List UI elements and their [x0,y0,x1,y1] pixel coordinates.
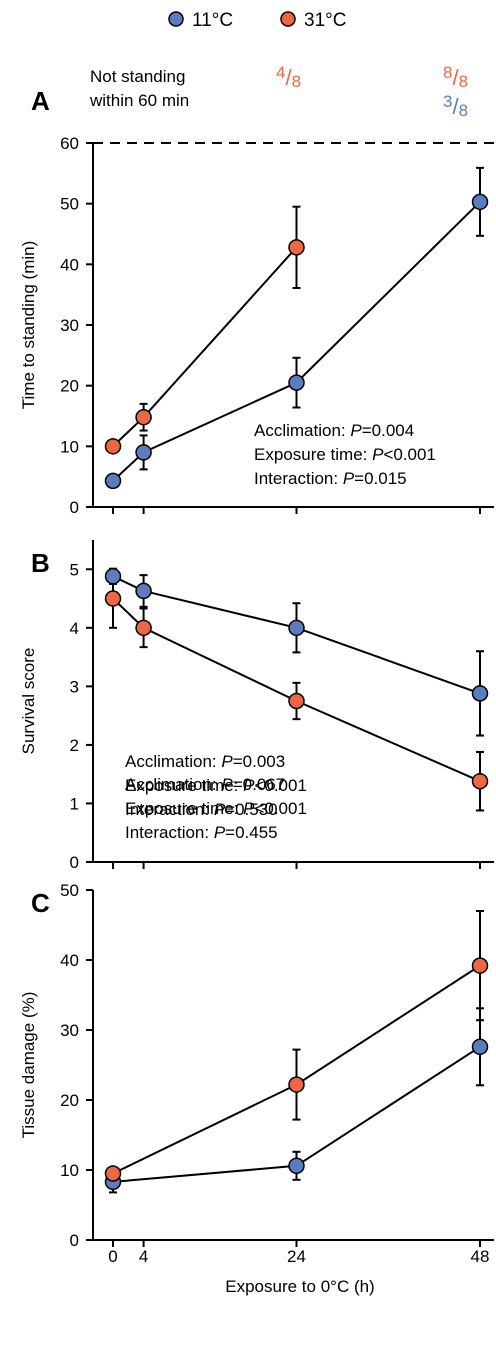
y-tick-label: 60 [60,134,79,153]
not-standing-label-line2: within 60 min [89,91,189,110]
x-tick-label: 4 [139,1247,148,1266]
y-tick-label: 10 [60,437,79,456]
panel-letter-c: C [31,888,50,918]
panel-letter-a: A [31,86,50,116]
not-standing-fraction-2: 3/8 [443,92,468,120]
not-standing-fraction-1: 8/8 [443,63,468,91]
x-tick-label: 0 [108,1247,117,1266]
y-tick-label: 1 [70,794,79,813]
stats-line: Exposure time: P<0.001 [125,799,307,818]
data-point-warm [288,692,305,710]
stats-line: Interaction: P=0.015 [254,469,407,488]
y-tick-label: 40 [60,255,79,274]
data-point-warm [104,1165,122,1182]
data-point-warm [471,957,489,974]
data-point-cold [288,619,305,637]
stats-line: Interaction: P=0.455 [125,823,278,842]
stats-line: Exposure time: P<0.001 [254,445,436,464]
y-axis-label: Time to standing (min) [19,241,38,409]
y-tick-label: 30 [60,316,79,335]
y-tick-label: 20 [60,377,79,396]
x-axis-label: Exposure to 0°C (h) [225,1277,374,1296]
panel-a: A 0 10 20 30 40 50 60 Time to standing (min) Accl… [19,86,494,517]
legend-label-warm: 31°C [304,10,346,31]
data-point-cold [288,1157,305,1175]
data-point-warm [471,772,489,790]
data-point-warm [135,408,152,426]
data-point-cold [288,374,305,391]
y-tick-label: 30 [60,1021,79,1040]
series-line-cold [112,575,481,695]
y-tick-label: 20 [60,1091,79,1110]
not-standing-label: Not standing [90,67,185,86]
data-point-cold [471,1038,489,1056]
data-point-warm [104,438,122,455]
y-tick-label: 0 [70,853,79,872]
data-point-cold [104,472,122,490]
y-tick-label: 3 [70,677,79,696]
stats-line: Exposure time: P<0.001 [125,776,307,795]
y-tick-label: 50 [60,881,79,900]
not-standing-fraction-0: 4/8 [276,63,301,91]
legend-label-cold: 11°C [192,10,233,31]
panel-letter-b: B [31,548,50,578]
data-point-warm [288,1076,305,1093]
y-tick-label: 2 [70,736,79,755]
data-point-cold [135,582,152,600]
data-point-cold [471,685,489,702]
data-point-warm [135,619,152,637]
y-tick-label: 50 [60,195,79,214]
series-line-cold [112,201,481,482]
data-point-cold [135,444,152,461]
x-tick-label: 24 [287,1247,306,1266]
y-tick-label: 0 [70,1231,79,1250]
stats-line: Acclimation: P=0.003 [125,752,285,771]
y-axis-label: Survival score [19,648,38,755]
data-point-warm [104,590,122,607]
legend-marker-warm [280,11,296,27]
y-tick-label: 4 [70,619,79,638]
stats-line: Acclimation: P=0.004 [254,421,414,440]
stats-line: Interaction: P=0.530 [125,800,278,819]
series-line-warm [112,597,481,783]
y-tick-label: 10 [60,1161,79,1180]
data-point-cold [104,568,122,585]
data-point-cold [471,193,489,211]
legend-marker-cold [168,11,184,27]
data-point-warm [288,239,305,256]
y-tick-label: 5 [70,560,79,579]
y-tick-label: 0 [70,498,79,517]
y-axis-label: Tissue damage (%) [19,992,38,1139]
x-tick-label: 48 [471,1247,490,1266]
y-tick-label: 40 [60,951,79,970]
stats-line: Acclimation: P=0.067 [125,775,285,794]
panel-b: B 0 1 2 3 4 5 Survival score Acclimation: P=0.00… [19,540,494,872]
